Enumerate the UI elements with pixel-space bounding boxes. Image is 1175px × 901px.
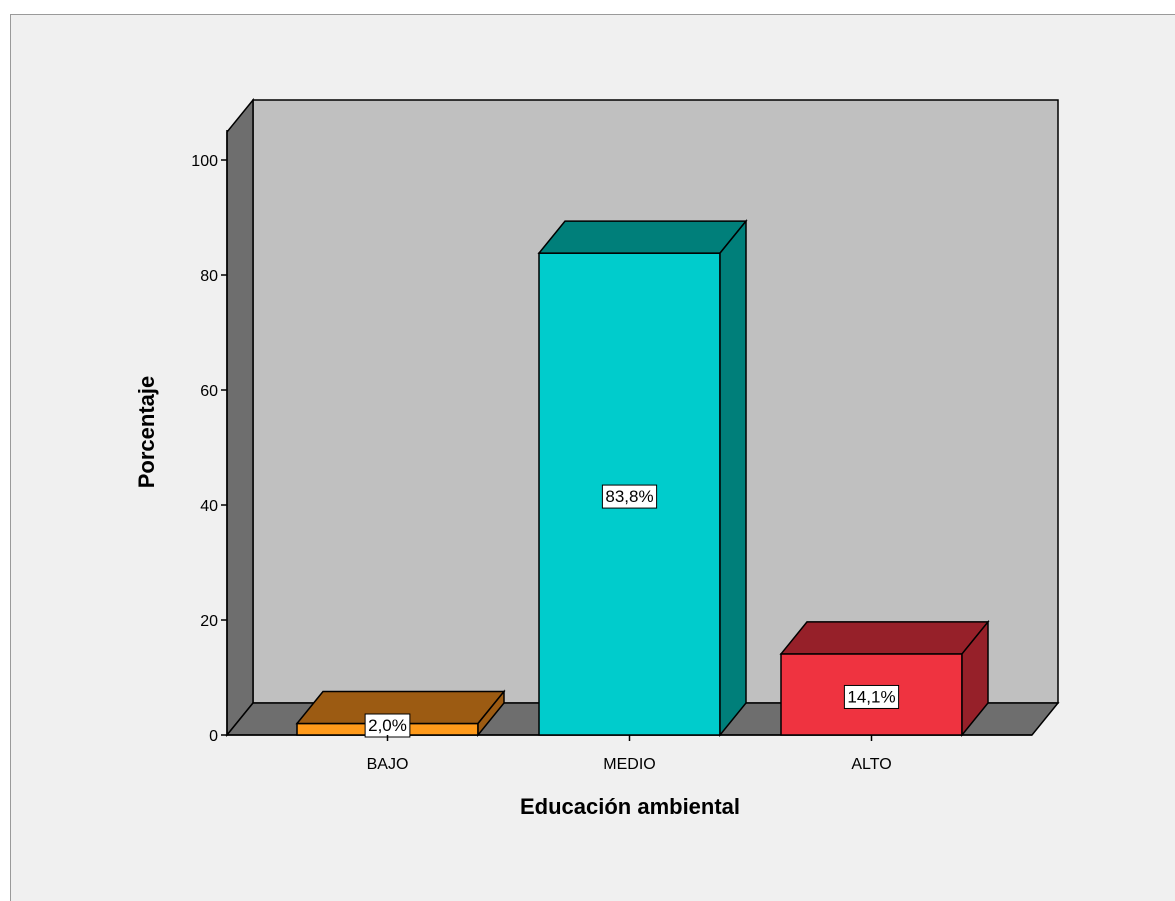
side-wall	[226, 97, 254, 738]
bar-bajo: 2,0%	[295, 689, 506, 738]
y-tick-label: 20	[200, 613, 218, 630]
y-tick-label: 100	[191, 153, 218, 170]
bar-side	[719, 219, 747, 738]
data-label: 2,0%	[368, 716, 407, 735]
data-label-box	[601, 484, 658, 509]
x-tick-label: BAJO	[367, 756, 409, 773]
bar-side	[961, 619, 989, 738]
x-axis-title: Educación ambiental	[520, 794, 740, 819]
y-tick-label: 60	[200, 383, 218, 400]
y-axis-title: Porcentaje	[134, 376, 159, 489]
y-tick-label: 80	[200, 268, 218, 285]
bar-top	[537, 220, 748, 254]
y-tick-label: 40	[200, 498, 218, 515]
data-label-box	[843, 684, 900, 709]
bar-top	[779, 621, 990, 655]
data-label: 14,1%	[847, 687, 895, 706]
bar-side	[477, 689, 505, 738]
x-tick-label: ALTO	[851, 756, 891, 773]
bar-alto: 14,1%	[779, 619, 990, 738]
data-label: 83,8%	[605, 487, 653, 506]
x-tick-label: MEDIO	[603, 756, 655, 773]
y-tick-label: 0	[209, 728, 218, 745]
bar-medio: 83,8%	[537, 219, 748, 738]
